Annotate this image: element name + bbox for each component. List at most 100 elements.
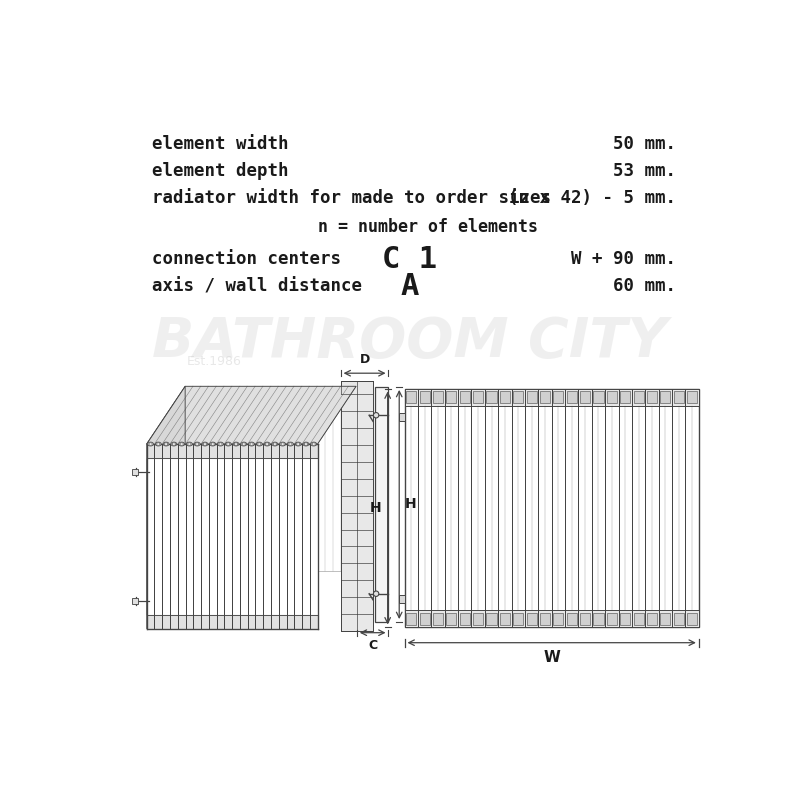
Bar [405,610,698,627]
Ellipse shape [172,443,176,446]
Ellipse shape [148,442,154,446]
Bar [419,391,430,403]
Text: n = number of elements: n = number of elements [318,218,538,236]
Bar [500,613,510,625]
Ellipse shape [171,442,177,446]
Bar [674,613,684,625]
Ellipse shape [311,442,317,446]
Bar [594,391,603,403]
Bar [647,391,657,403]
Ellipse shape [157,443,160,446]
Ellipse shape [226,443,230,446]
Bar [566,391,577,403]
Bar [399,414,405,421]
Text: C 1: C 1 [382,245,438,274]
Ellipse shape [312,443,315,446]
Ellipse shape [249,442,254,446]
Bar [405,389,698,406]
Polygon shape [146,386,185,629]
Ellipse shape [272,442,278,446]
Ellipse shape [242,443,246,446]
Bar [620,391,630,403]
Ellipse shape [295,442,301,446]
Text: element depth: element depth [152,162,289,180]
Ellipse shape [180,443,183,446]
Ellipse shape [264,442,270,446]
Ellipse shape [211,443,214,446]
Ellipse shape [273,443,277,446]
Bar [473,613,483,625]
Bar [132,598,138,604]
Ellipse shape [186,442,192,446]
Ellipse shape [266,443,269,446]
Bar [526,613,537,625]
Bar [580,391,590,403]
Bar [526,391,537,403]
Circle shape [374,413,379,418]
Bar [687,391,697,403]
Ellipse shape [281,443,284,446]
Ellipse shape [303,442,309,446]
Bar [594,613,603,625]
Text: W + 90 mm.: W + 90 mm. [570,250,676,268]
Bar [634,391,644,403]
Text: element width: element width [152,134,289,153]
Bar [554,613,563,625]
Ellipse shape [257,442,262,446]
Bar [687,613,697,625]
Bar [513,391,523,403]
Bar [660,391,670,403]
Text: 53 mm.: 53 mm. [613,162,676,180]
Ellipse shape [226,442,231,446]
Bar [446,613,457,625]
Ellipse shape [304,443,308,446]
Bar [473,391,483,403]
Ellipse shape [194,442,200,446]
Bar [540,391,550,403]
Bar [660,613,670,625]
Bar [566,613,577,625]
Bar [132,469,138,475]
Bar [540,613,550,625]
Ellipse shape [203,443,206,446]
Bar [405,389,698,627]
Bar [620,613,630,625]
Text: axis / wall distance: axis / wall distance [152,277,362,295]
Bar [500,391,510,403]
Polygon shape [146,444,318,629]
Bar [433,391,443,403]
Ellipse shape [218,442,223,446]
Ellipse shape [289,443,292,446]
Bar [406,613,416,625]
Ellipse shape [164,443,168,446]
Ellipse shape [195,443,199,446]
Text: D: D [359,354,370,366]
Bar [460,391,470,403]
Bar [674,391,684,403]
Bar [399,595,405,602]
Ellipse shape [287,442,294,446]
Bar [486,391,497,403]
Bar [374,387,389,622]
Bar [486,613,497,625]
Text: 60 mm.: 60 mm. [613,277,676,295]
Text: connection centers: connection centers [152,250,341,268]
Text: A: A [401,272,419,301]
Bar [634,613,644,625]
Bar [580,613,590,625]
Text: radiator width for made to order sizes: radiator width for made to order sizes [152,190,551,207]
Ellipse shape [280,442,286,446]
Text: 50 mm.: 50 mm. [613,134,676,153]
Bar [419,613,430,625]
Ellipse shape [218,443,222,446]
Ellipse shape [250,443,254,446]
Ellipse shape [163,442,169,446]
Bar [433,613,443,625]
Bar [554,391,563,403]
Ellipse shape [210,442,216,446]
Ellipse shape [188,443,191,446]
Text: C: C [368,639,378,652]
Ellipse shape [241,442,246,446]
Text: W: W [543,650,560,665]
Text: Est.1986: Est.1986 [186,355,242,368]
